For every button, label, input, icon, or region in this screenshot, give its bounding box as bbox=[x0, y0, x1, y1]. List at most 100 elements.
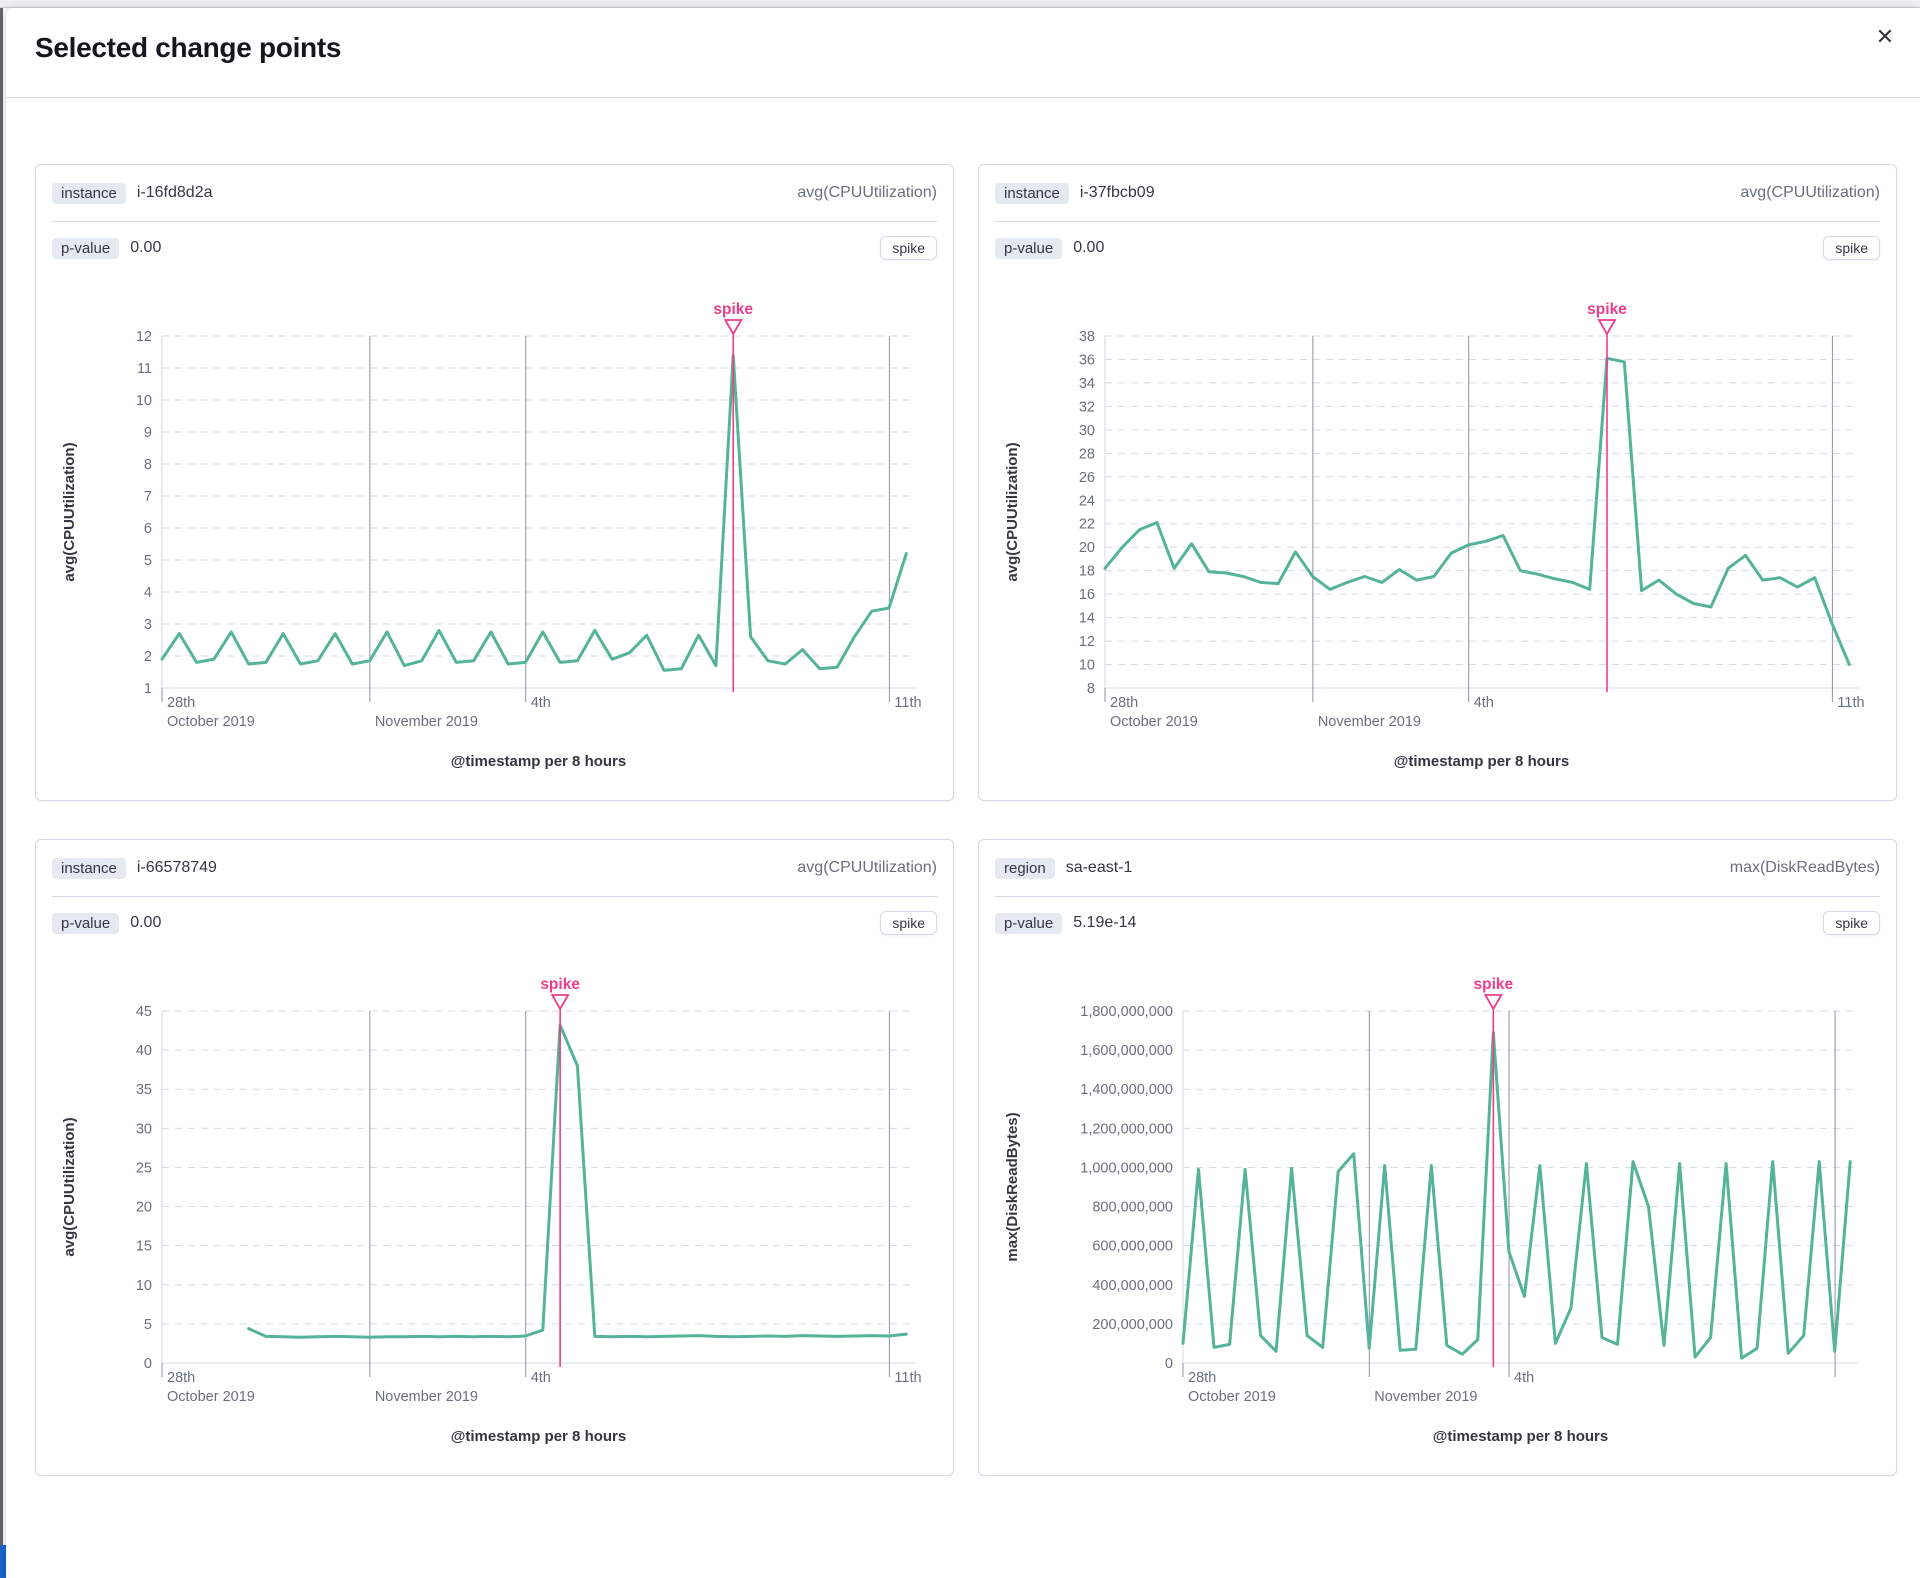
y-tick-label: 4 bbox=[144, 585, 152, 601]
p-value-number: 0.00 bbox=[130, 914, 162, 931]
time-series-chart[interactable]: 38 36 34 32 30 28 26 24 22 20 18 16 14 12 10 8 28th Octob… bbox=[995, 278, 1882, 783]
y-tick-label: 12 bbox=[136, 329, 152, 345]
series-line bbox=[1181, 1031, 1852, 1360]
x-tick-label: 28th bbox=[1188, 1370, 1216, 1386]
y-tick-label: 10 bbox=[136, 1278, 152, 1294]
y-tick-label: 34 bbox=[1079, 376, 1095, 392]
y-tick-label: 1,400,000,000 bbox=[1080, 1082, 1173, 1098]
y-tick-label: 1,600,000,000 bbox=[1080, 1043, 1173, 1059]
y-tick-label: 1,200,000,000 bbox=[1080, 1121, 1173, 1137]
spike-marker-triangle-icon bbox=[1483, 994, 1503, 1011]
x-axis-title: @timestamp per 8 hours bbox=[451, 753, 627, 770]
y-tick-label: 12 bbox=[1079, 634, 1095, 650]
spike-marker-triangle-icon bbox=[723, 319, 743, 336]
y-tick-label: 30 bbox=[136, 1121, 152, 1137]
p-value-badge: p-value bbox=[52, 912, 120, 934]
change-point-panels-grid: instance i-16fd8d2a avg(CPUUtilization) … bbox=[6, 98, 1920, 1476]
field-name-badge: instance bbox=[52, 857, 126, 879]
metric-name: avg(CPUUtilization) bbox=[797, 184, 937, 201]
y-tick-label: 1 bbox=[144, 681, 152, 697]
x-tick-label: October 2019 bbox=[1110, 714, 1198, 730]
y-tick-label: 1,000,000,000 bbox=[1080, 1160, 1173, 1176]
x-tick-label: 28th bbox=[1110, 695, 1138, 711]
modal-header: Selected change points ✕ bbox=[6, 8, 1920, 98]
x-tick-label: 4th bbox=[531, 1370, 551, 1386]
y-axis-title: avg(CPUUtilization) bbox=[61, 442, 78, 581]
y-tick-label: 26 bbox=[1079, 470, 1095, 486]
y-tick-label: 10 bbox=[1079, 658, 1095, 674]
time-series-chart[interactable]: 12 11 10 9 8 7 6 5 4 3 2 1 28th October 2019 November … bbox=[52, 278, 939, 783]
x-tick-label: 28th bbox=[167, 1370, 195, 1386]
y-tick-label: 9 bbox=[144, 425, 152, 441]
y-tick-label: 20 bbox=[136, 1200, 152, 1216]
y-tick-label: 1,800,000,000 bbox=[1080, 1004, 1173, 1020]
page-behind-top-strip bbox=[0, 0, 1920, 8]
field-value: i-37fbcb09 bbox=[1079, 184, 1155, 201]
y-tick-label: 400,000,000 bbox=[1092, 1278, 1173, 1294]
y-tick-label: 2 bbox=[144, 649, 152, 665]
x-tick-label: November 2019 bbox=[375, 1389, 478, 1405]
y-tick-label: 5 bbox=[144, 553, 152, 569]
change-type-button[interactable]: spike bbox=[1823, 236, 1880, 260]
close-button[interactable]: ✕ bbox=[1870, 22, 1900, 52]
x-tick-label: October 2019 bbox=[167, 1389, 255, 1405]
x-tick-label: 11th bbox=[894, 695, 921, 711]
time-series-chart[interactable]: 1,800,000,000 1,600,000,000 1,400,000,000 1… bbox=[995, 953, 1882, 1458]
chart-area[interactable]: 12 11 10 9 8 7 6 5 4 3 2 1 28th October 2019 November … bbox=[52, 274, 937, 788]
x-tick-label: 28th bbox=[167, 695, 195, 711]
p-value-row: p-value 5.19e-14 spike bbox=[995, 897, 1880, 949]
y-tick-label: 14 bbox=[1079, 611, 1095, 627]
metric-name: max(DiskReadBytes) bbox=[1729, 859, 1880, 876]
y-tick-label: 6 bbox=[144, 521, 152, 537]
y-tick-label: 16 bbox=[1079, 587, 1095, 603]
y-tick-label: 8 bbox=[144, 457, 152, 473]
change-point-panel-4: region sa-east-1 max(DiskReadBytes) p-va… bbox=[978, 839, 1897, 1476]
chart-area[interactable]: 1,800,000,000 1,600,000,000 1,400,000,000 1… bbox=[995, 949, 1880, 1463]
chart-area[interactable]: 45 40 35 30 25 20 15 10 5 0 28th October 2019 Novemb… bbox=[52, 949, 937, 1463]
change-type-button[interactable]: spike bbox=[880, 236, 937, 260]
y-tick-label: 30 bbox=[1079, 423, 1095, 439]
spike-annotation-label: spike bbox=[540, 976, 580, 993]
series-line bbox=[247, 1023, 908, 1339]
x-tick-label: 11th bbox=[1837, 695, 1864, 711]
change-point-panel-1: instance i-16fd8d2a avg(CPUUtilization) … bbox=[35, 164, 954, 801]
y-axis-title: avg(CPUUtilization) bbox=[1004, 442, 1021, 581]
series-line bbox=[1103, 356, 1851, 666]
field-value: i-66578749 bbox=[136, 859, 217, 876]
y-tick-label: 5 bbox=[144, 1317, 152, 1333]
p-value-badge: p-value bbox=[995, 237, 1063, 259]
y-tick-label: 0 bbox=[1165, 1356, 1173, 1372]
y-tick-label: 28 bbox=[1079, 446, 1095, 462]
x-axis-title: @timestamp per 8 hours bbox=[1394, 753, 1570, 770]
panel-header: instance i-16fd8d2a avg(CPUUtilization) bbox=[52, 165, 937, 222]
spike-marker-triangle-icon bbox=[1597, 319, 1617, 336]
x-axis-title: @timestamp per 8 hours bbox=[451, 1428, 627, 1445]
y-tick-label: 11 bbox=[137, 361, 152, 377]
y-tick-label: 22 bbox=[1079, 517, 1095, 533]
time-series-chart[interactable]: 45 40 35 30 25 20 15 10 5 0 28th October 2019 Novemb… bbox=[52, 953, 939, 1458]
field-name-badge: instance bbox=[995, 182, 1069, 204]
x-axis-title: @timestamp per 8 hours bbox=[1433, 1428, 1609, 1445]
p-value-badge: p-value bbox=[52, 237, 120, 259]
metric-name: avg(CPUUtilization) bbox=[797, 859, 937, 876]
x-tick-label: 4th bbox=[1474, 695, 1494, 711]
y-tick-label: 40 bbox=[136, 1043, 152, 1059]
change-type-button[interactable]: spike bbox=[1823, 911, 1880, 935]
x-tick-label: November 2019 bbox=[1318, 714, 1421, 730]
x-tick-label: 4th bbox=[531, 695, 551, 711]
x-tick-label: October 2019 bbox=[1188, 1389, 1276, 1405]
y-tick-label: 3 bbox=[144, 617, 152, 633]
change-points-modal: Selected change points ✕ instance i-16fd… bbox=[6, 8, 1920, 1578]
change-type-button[interactable]: spike bbox=[880, 911, 937, 935]
y-tick-label: 35 bbox=[136, 1082, 152, 1098]
chart-area[interactable]: 38 36 34 32 30 28 26 24 22 20 18 16 14 12 10 8 28th Octob… bbox=[995, 274, 1880, 788]
close-icon: ✕ bbox=[1875, 24, 1895, 49]
y-tick-label: 24 bbox=[1079, 493, 1095, 509]
x-tick-label: 4th bbox=[1514, 1370, 1534, 1386]
y-tick-label: 0 bbox=[144, 1356, 152, 1372]
change-point-panel-2: instance i-37fbcb09 avg(CPUUtilization) … bbox=[978, 164, 1897, 801]
y-tick-label: 45 bbox=[136, 1004, 152, 1020]
p-value-row: p-value 0.00 spike bbox=[995, 222, 1880, 274]
field-value: i-16fd8d2a bbox=[136, 184, 213, 201]
y-tick-label: 32 bbox=[1079, 399, 1095, 415]
